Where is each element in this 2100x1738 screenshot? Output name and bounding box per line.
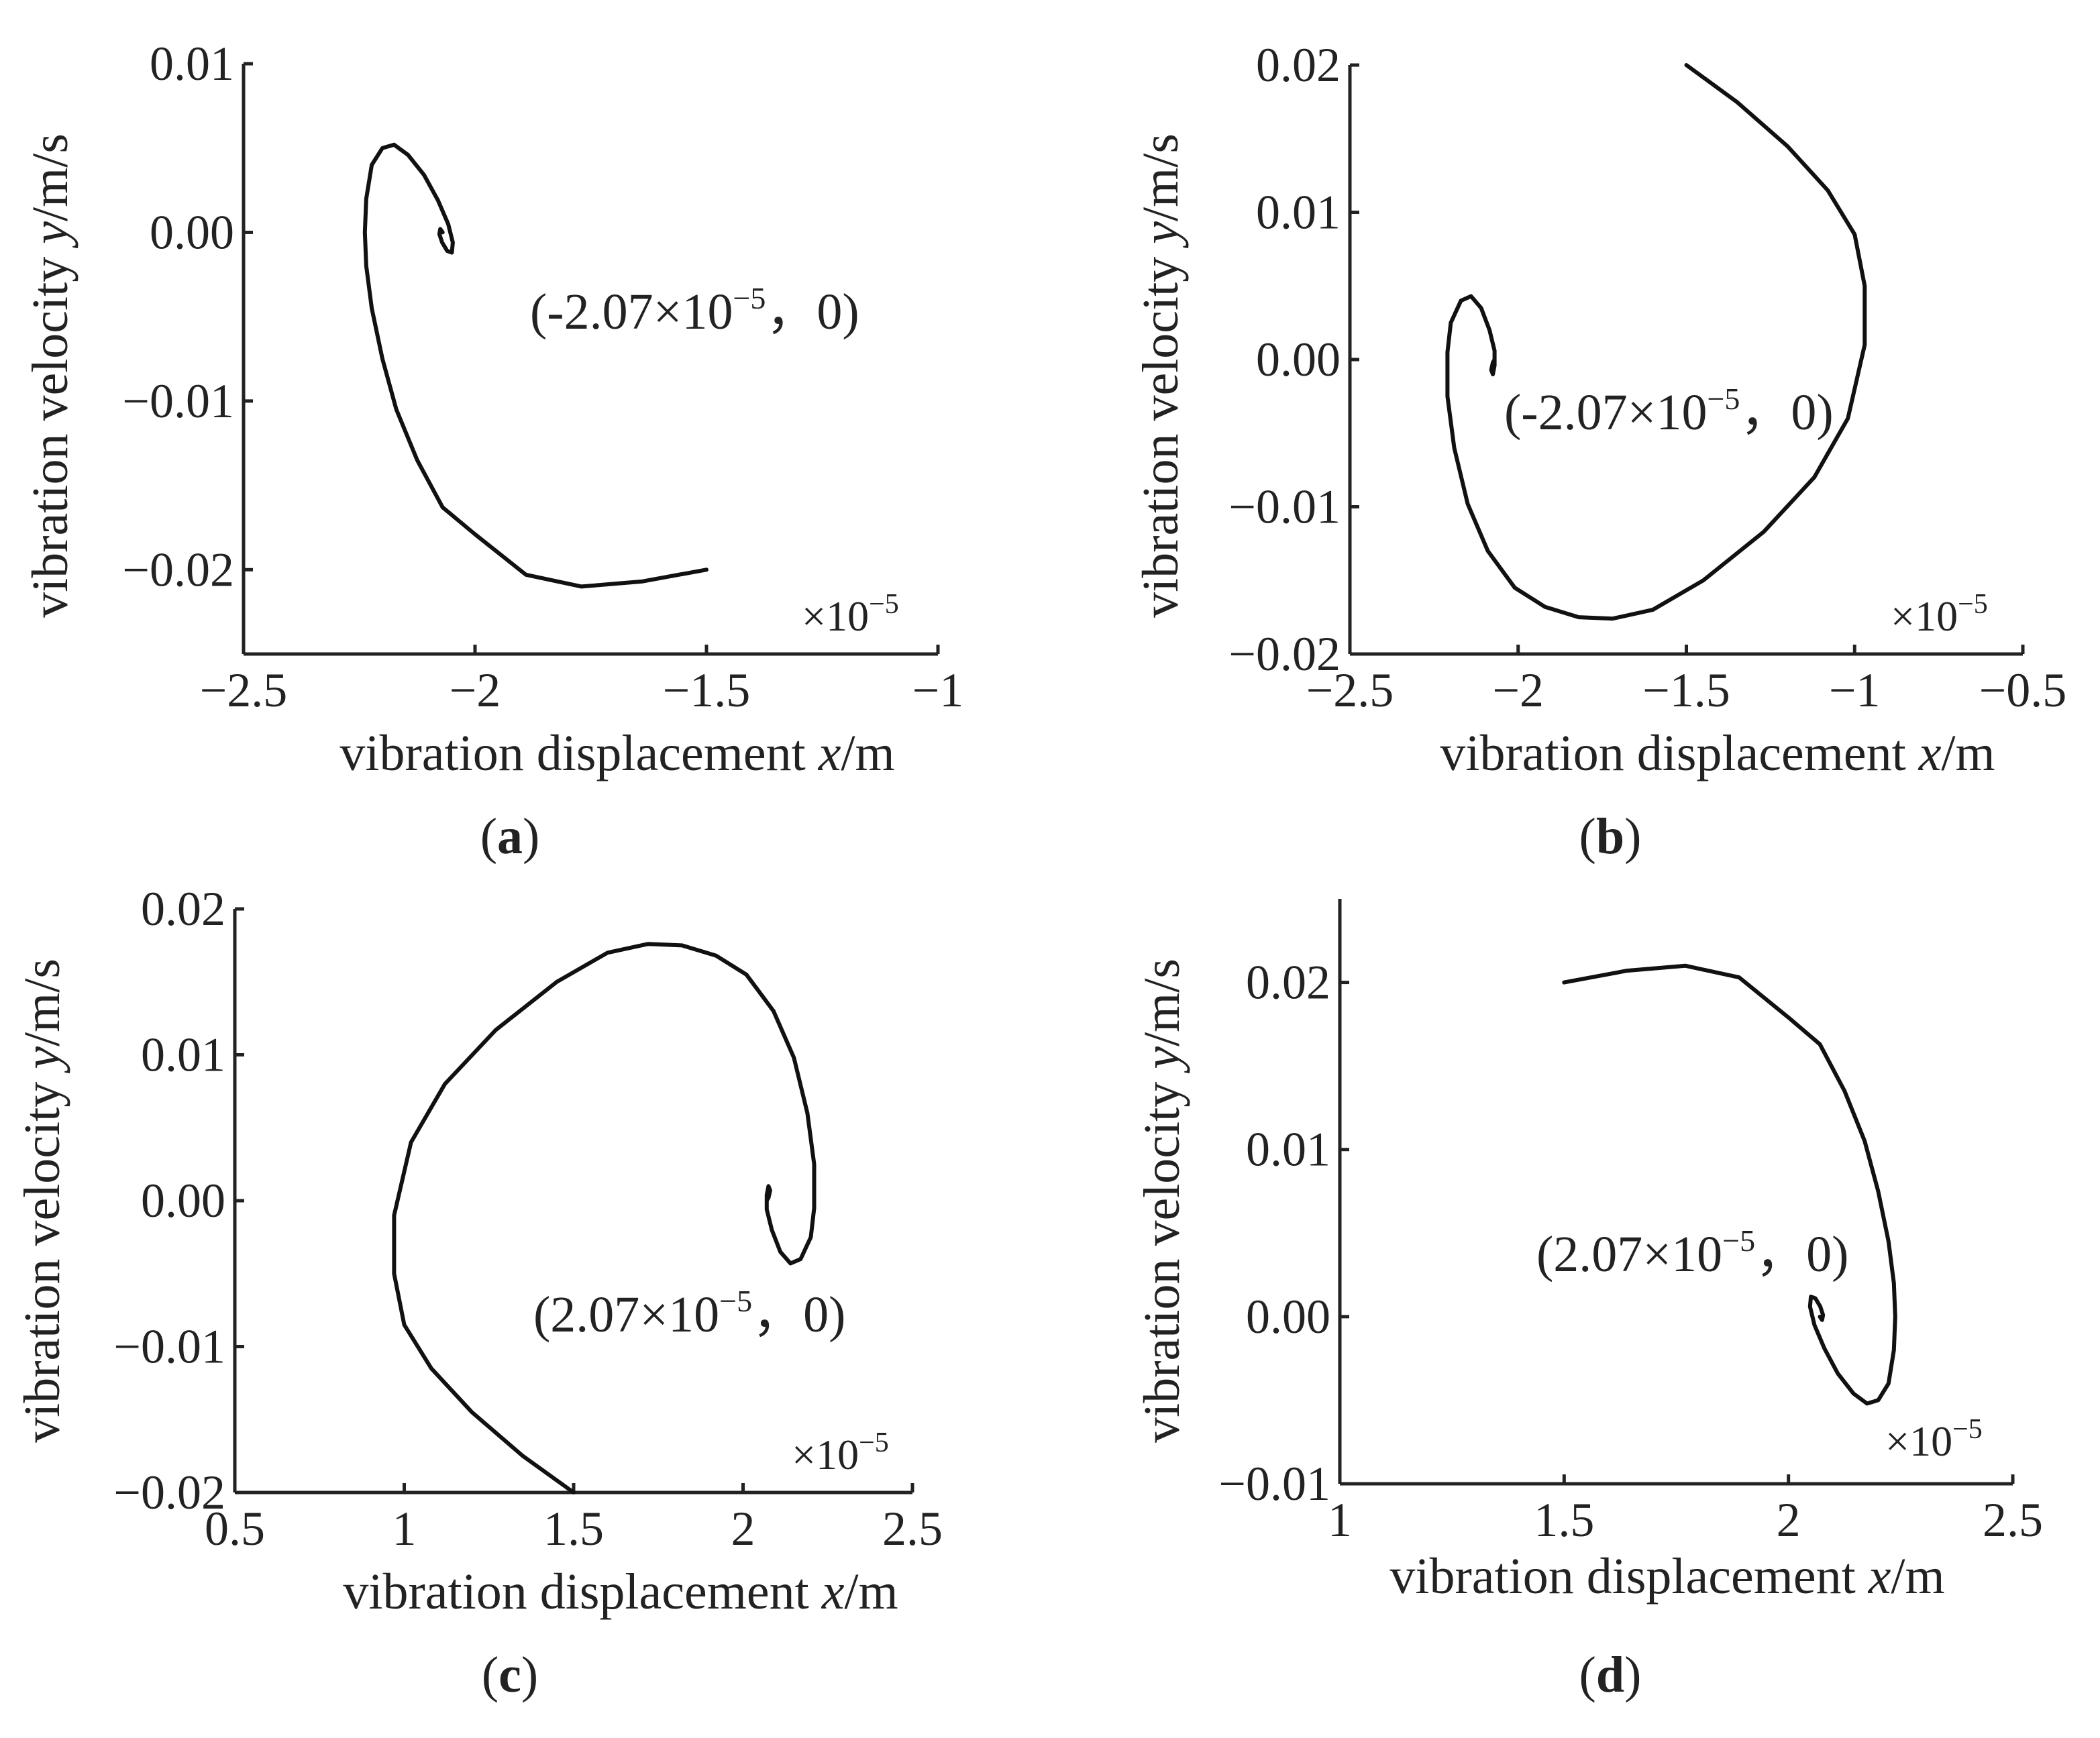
y-tick-label: 0.02 — [141, 882, 225, 936]
x-axis-multiplier: ×10−5 — [1891, 589, 1988, 640]
y-tick-label: 0.00 — [150, 205, 234, 259]
y-tick-label: 0.01 — [1246, 1123, 1330, 1177]
x-tick-label: −2.5 — [1306, 663, 1394, 717]
equilibrium-point-annotation: (2.07×10−5，0) — [533, 1284, 845, 1343]
x-tick-label: −2 — [450, 663, 501, 717]
phase-trajectory-line — [1445, 63, 1867, 621]
panel-caption: (c) — [482, 1647, 538, 1703]
y-tick-label: −0.02 — [122, 543, 234, 596]
equilibrium-point-annotation: (2.07×10−5，0) — [1536, 1224, 1848, 1283]
x-tick-label: 2 — [731, 1502, 755, 1556]
x-tick-label: 1.5 — [543, 1502, 604, 1556]
phase-trajectory-line — [1562, 963, 1897, 1406]
phase-trajectory-line — [362, 142, 708, 589]
panel-c: 0.5 1 1.5 2 2.5 0.02 0.01 0.00 −0.01 −0.02 vibrati… — [14, 882, 943, 1703]
x-tick-label: −2.5 — [200, 663, 288, 717]
panel-b: −2.5 −2 −1.5 −1 −0.5 0.02 0.01 0.00 −0.01 −0.02 vi… — [1133, 38, 2066, 865]
y-tick-label: −0.01 — [113, 1320, 225, 1374]
y-axis-label: vibration velocity y/m/s — [1134, 959, 1190, 1443]
panel-caption: (b) — [1579, 808, 1642, 865]
y-tick-label: 0.01 — [1256, 186, 1341, 239]
panel-d: 1 1.5 2 2.5 0.02 0.01 0.00 −0.01 vibration displ… — [1134, 899, 2043, 1703]
x-tick-label: −1 — [1829, 663, 1881, 717]
x-tick-label: −1.5 — [663, 663, 751, 717]
y-tick-label: 0.01 — [141, 1028, 225, 1082]
y-axis-label: vibration velocity y/m/s — [1133, 133, 1189, 618]
y-tick-label: 0.02 — [1256, 38, 1341, 92]
x-axis-multiplier: ×10−5 — [802, 589, 899, 640]
x-axis-label: vibration displacement x/m — [343, 1564, 898, 1620]
y-tick-label: −0.01 — [122, 374, 234, 428]
x-tick-label: 1.5 — [1534, 1493, 1594, 1547]
x-tick-label: 1 — [1328, 1493, 1352, 1547]
x-tick-label: −1 — [912, 663, 964, 717]
y-tick-label: 0.00 — [141, 1174, 225, 1228]
y-tick-label: −0.01 — [1228, 480, 1341, 534]
y-tick-label: −0.01 — [1218, 1457, 1330, 1511]
x-tick-label: 2 — [1777, 1493, 1801, 1547]
x-axis-multiplier: ×10−5 — [792, 1427, 889, 1478]
x-tick-label: −2 — [1492, 663, 1544, 717]
x-tick-label: 2.5 — [882, 1502, 943, 1556]
phase-trajectory-line — [392, 942, 817, 1495]
x-axis-label: vibration displacement x/m — [339, 725, 894, 781]
x-axis-label: vibration displacement x/m — [1440, 725, 1995, 781]
y-tick-label: 0.01 — [150, 37, 234, 91]
x-tick-label: 0.5 — [205, 1502, 265, 1556]
y-tick-label: −0.02 — [1228, 627, 1341, 681]
x-axis-multiplier: ×10−5 — [1885, 1414, 1983, 1465]
panel-a: −2.5 −2 −1.5 −1 0.01 0.00 −0.01 −0.02 vibration … — [22, 37, 963, 865]
y-axis-label: vibration velocity y/m/s — [14, 959, 70, 1443]
y-tick-label: 0.00 — [1246, 1290, 1330, 1344]
y-tick-label: 0.00 — [1256, 333, 1341, 386]
panel-caption: (a) — [480, 808, 540, 865]
y-tick-label: 0.02 — [1246, 956, 1330, 1010]
x-tick-label: −0.5 — [1979, 663, 2067, 717]
x-tick-label: −1.5 — [1642, 663, 1730, 717]
x-axis-label: vibration displacement x/m — [1389, 1548, 1944, 1605]
x-tick-label: 2.5 — [1983, 1493, 2043, 1547]
equilibrium-point-annotation: (-2.07×10−5，0) — [530, 281, 859, 340]
y-axis-label: vibration velocity y/m/s — [22, 133, 78, 618]
y-tick-label: −0.02 — [113, 1466, 225, 1519]
equilibrium-point-annotation: (-2.07×10−5，0) — [1504, 382, 1834, 441]
x-tick-label: 1 — [392, 1502, 417, 1556]
panel-caption: (d) — [1579, 1647, 1642, 1703]
